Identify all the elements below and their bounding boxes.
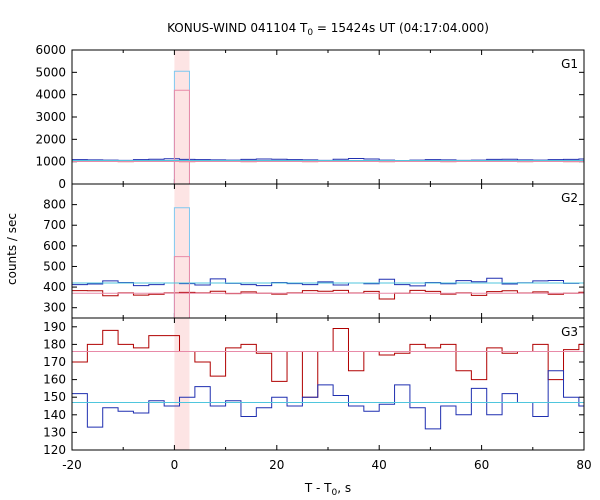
y-tick-label: 0 <box>58 177 66 191</box>
light-curve-blue <box>72 370 584 430</box>
y-tick-label: 130 <box>43 425 66 439</box>
panel-label: G3 <box>561 325 578 339</box>
y-tick-label: 3000 <box>35 110 66 124</box>
light-curve-blue <box>72 158 584 162</box>
light-curve-red <box>72 328 584 398</box>
y-tick-label: 5000 <box>35 65 66 79</box>
y-tick-label: 6000 <box>35 43 66 57</box>
panel-frame <box>71 183 585 319</box>
panel-g3: 120 130 140 150 160 170 180 190 G3 <box>43 317 585 457</box>
x-tick-label: -20 <box>62 458 82 472</box>
y-tick-label: 500 <box>43 259 66 273</box>
y-tick-label: 800 <box>43 198 66 212</box>
panel-label: G1 <box>561 57 578 71</box>
y-tick-label: 700 <box>43 218 66 232</box>
y-tick-label: 4000 <box>35 88 66 102</box>
panel-g2: 300 400 500 600 700 800 G2 <box>43 183 585 319</box>
burst-interval-shade <box>174 50 190 184</box>
panel-frame <box>71 49 585 185</box>
x-tick-label: 40 <box>372 458 387 472</box>
y-tick-label: 150 <box>43 390 66 404</box>
burst-interval-shade <box>174 184 190 318</box>
x-tick-label: 0 <box>171 458 179 472</box>
y-tick-label: 140 <box>43 408 66 422</box>
y-tick-label: 2000 <box>35 132 66 146</box>
y-tick-label: 400 <box>43 280 66 294</box>
y-tick-label: 160 <box>43 373 66 387</box>
panel-label: G2 <box>561 191 578 205</box>
panel-g1: 0 1000 2000 3000 4000 5000 6000 G1 <box>35 43 585 191</box>
y-tick-label: 300 <box>43 301 66 315</box>
x-tick-label: 60 <box>474 458 489 472</box>
y-tick-label: 190 <box>43 320 66 334</box>
y-tick-label: 120 <box>43 443 66 457</box>
burst-bin-step <box>173 89 190 184</box>
burst-interval-shade <box>174 318 190 450</box>
light-curve-blue <box>72 277 584 287</box>
panel-frame <box>71 317 585 451</box>
burst-bin-step <box>173 256 190 318</box>
y-axis-label: counts / sec <box>5 213 19 285</box>
x-tick-label: 20 <box>269 458 284 472</box>
x-tick-label: 80 <box>576 458 591 472</box>
y-tick-label: 1000 <box>35 155 66 169</box>
y-tick-label: 600 <box>43 239 66 253</box>
chart-title: KONUS-WIND 041104 T0 = 15424s UT (04:17:… <box>167 21 489 38</box>
light-curve-red <box>72 289 584 300</box>
x-axis-label: T - T0, s <box>304 481 351 498</box>
y-tick-label: 170 <box>43 355 66 369</box>
y-tick-label: 180 <box>43 337 66 351</box>
